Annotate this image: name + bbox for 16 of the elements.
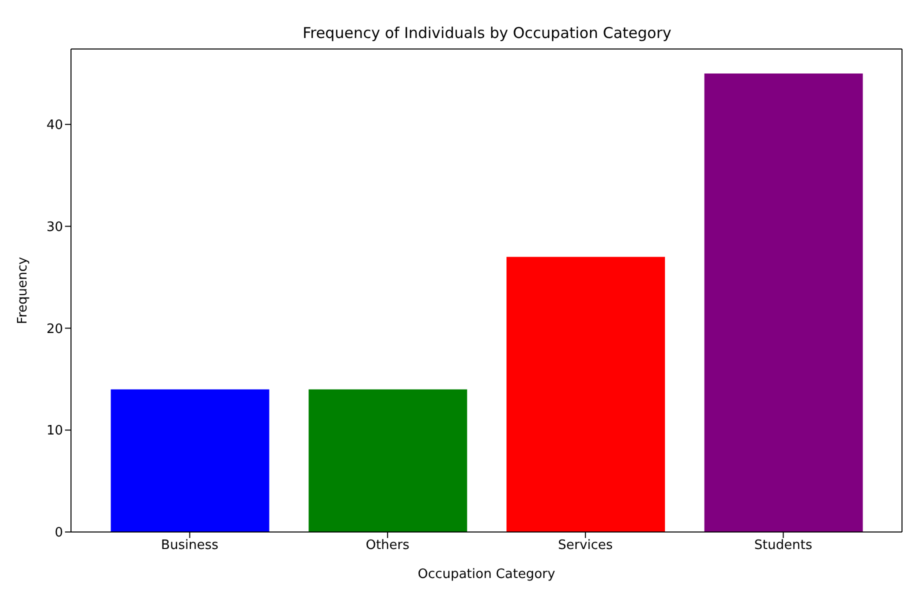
x-tick-label: Services [558,538,614,554]
y-axis-title: Frequency [16,256,31,324]
y-tick-label: 30 [46,220,63,235]
y-tick-label: 20 [46,322,63,337]
x-axis-title: Occupation Category [418,567,556,582]
y-tick-label: 10 [46,424,63,439]
x-tick-label: Business [161,538,219,554]
bar [506,256,665,532]
bar [704,73,863,532]
bar [110,389,270,532]
x-tick-label: Students [754,538,812,554]
y-tick-label: 40 [46,118,63,134]
bar [308,389,468,532]
x-tick-label: Others [366,538,410,554]
y-tick-label: 0 [54,526,63,541]
chart-title: Frequency of Individuals by Occupation Category [302,24,672,42]
